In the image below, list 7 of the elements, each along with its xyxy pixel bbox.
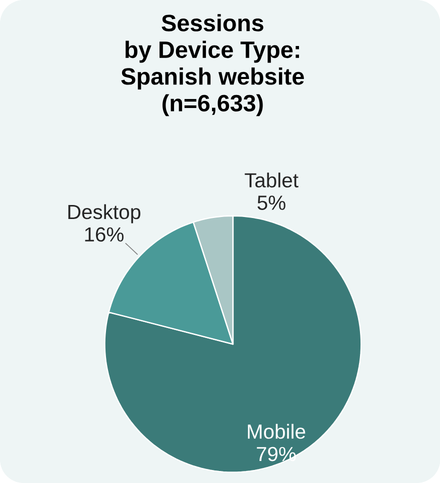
slice-label: Mobile xyxy=(248,424,306,439)
data-label: 16% xyxy=(85,227,124,242)
slice-label: Desktop xyxy=(68,204,140,224)
data-label: 5% xyxy=(257,196,286,210)
chart-title: Sessions by Device Type: Spanish website (n=6,633) xyxy=(121,14,304,116)
data-label: 79% xyxy=(256,446,296,462)
slice-label: Tablet xyxy=(244,172,298,188)
